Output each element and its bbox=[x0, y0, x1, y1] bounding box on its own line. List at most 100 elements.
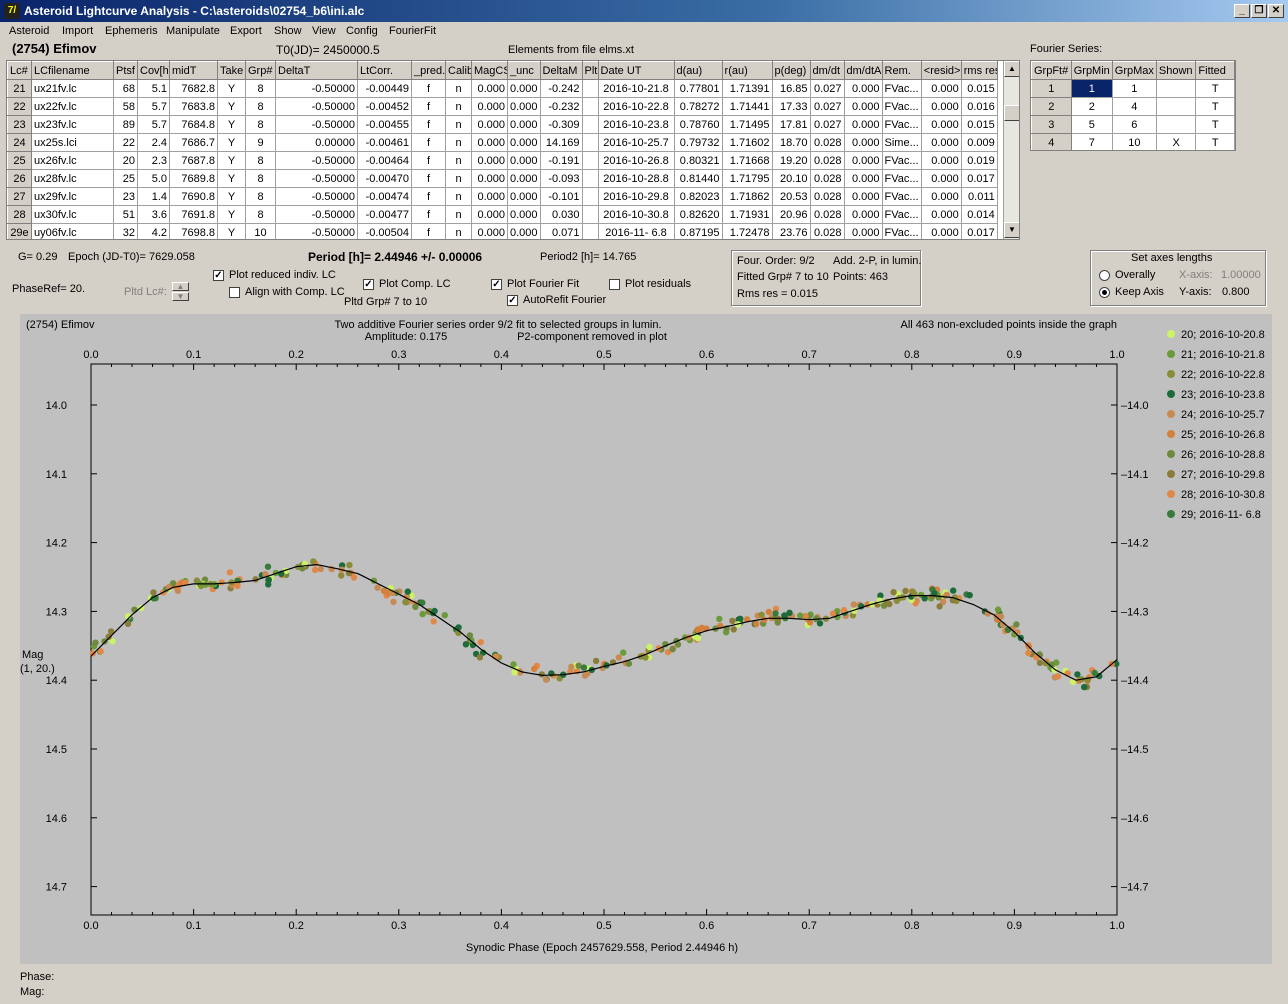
lc-col-header[interactable]: dm/dt bbox=[809, 61, 845, 80]
table-cell[interactable]: -0.00474 bbox=[357, 187, 412, 206]
table-cell[interactable]: 0.78760 bbox=[673, 115, 723, 134]
table-cell[interactable]: 0.000 bbox=[843, 151, 883, 170]
table-cell[interactable]: 4 bbox=[1111, 97, 1157, 116]
table-cell[interactable]: 0.028 bbox=[809, 187, 845, 206]
table-cell[interactable]: 0.000 bbox=[843, 223, 883, 239]
table-cell[interactable]: 0.000 bbox=[471, 133, 508, 152]
menu-export[interactable]: Export bbox=[230, 25, 262, 37]
overally-radio[interactable]: Overally bbox=[1099, 269, 1155, 281]
table-cell[interactable]: 2016-10-28.8 bbox=[597, 169, 675, 188]
table-cell[interactable]: n bbox=[445, 97, 472, 116]
menu-manipulate[interactable]: Manipulate bbox=[166, 25, 220, 37]
row-header[interactable]: 22 bbox=[7, 97, 32, 116]
table-cell[interactable]: -0.50000 bbox=[275, 205, 358, 224]
table-cell[interactable]: 0.000 bbox=[507, 169, 541, 188]
table-cell[interactable]: 20.96 bbox=[771, 205, 811, 224]
table-cell[interactable]: 0.028 bbox=[809, 223, 845, 239]
table-cell[interactable]: 0.014 bbox=[960, 205, 998, 224]
table-cell[interactable]: ux29fv.lc bbox=[31, 187, 114, 206]
table-row[interactable]: 23 ux23fv.lc 89 5.7 7684.8 Y 8 -0.50000 -0.00455… bbox=[7, 115, 998, 134]
table-cell[interactable]: 58 bbox=[113, 97, 138, 116]
table-cell[interactable]: 68 bbox=[113, 79, 138, 98]
table-cell[interactable]: T bbox=[1195, 97, 1235, 116]
fourier-col-header[interactable]: Fitted bbox=[1195, 61, 1235, 80]
table-cell[interactable]: 2016-10-21.8 bbox=[597, 79, 675, 98]
table-cell[interactable]: T bbox=[1195, 133, 1235, 150]
table-cell[interactable]: 10 bbox=[1111, 133, 1157, 150]
menu-ephemeris[interactable]: Ephemeris bbox=[105, 25, 158, 37]
table-cell[interactable]: 0.80321 bbox=[673, 151, 723, 170]
table-cell[interactable]: f bbox=[411, 223, 446, 239]
table-cell[interactable]: n bbox=[445, 115, 472, 134]
table-cell[interactable]: n bbox=[445, 205, 472, 224]
menu-show[interactable]: Show bbox=[274, 25, 302, 37]
lc-col-header[interactable]: Calib. bbox=[445, 61, 472, 80]
table-cell[interactable]: FVac... bbox=[881, 97, 922, 116]
lc-col-header[interactable]: Grp# bbox=[245, 61, 276, 80]
table-row[interactable]: 29e uy06fv.lc 32 4.2 7698.8 Y 10 -0.50000 -0.005… bbox=[7, 223, 998, 239]
table-cell[interactable]: 2016-10-23.8 bbox=[597, 115, 675, 134]
lc-col-header[interactable]: DeltaM bbox=[539, 61, 583, 80]
table-cell[interactable]: 2.4 bbox=[137, 133, 170, 152]
table-cell[interactable]: 0.000 bbox=[843, 205, 883, 224]
row-header[interactable]: 4 bbox=[1031, 133, 1072, 150]
table-cell[interactable]: -0.093 bbox=[539, 169, 583, 188]
plot-fourier-checkbox[interactable]: ✓ Plot Fourier Fit bbox=[491, 278, 580, 290]
table-cell[interactable]: ux28fv.lc bbox=[31, 169, 114, 188]
table-cell[interactable]: f bbox=[411, 151, 446, 170]
table-cell[interactable]: 0.000 bbox=[507, 133, 541, 152]
lc-col-header[interactable]: DeltaT bbox=[275, 61, 358, 80]
lightcurve-chart-panel[interactable]: (2754) Efimov Two additive Fourier serie… bbox=[20, 314, 1272, 964]
table-cell[interactable]: 0.027 bbox=[809, 97, 845, 116]
table-cell[interactable]: 0.82023 bbox=[673, 187, 723, 206]
table-cell[interactable]: 0.027 bbox=[809, 115, 845, 134]
table-cell[interactable]: 8 bbox=[245, 79, 276, 98]
table-cell[interactable]: -0.00504 bbox=[357, 223, 412, 239]
table-cell[interactable]: 0.000 bbox=[920, 205, 962, 224]
table-cell[interactable]: f bbox=[411, 169, 446, 188]
table-cell[interactable]: 14.169 bbox=[539, 133, 583, 152]
table-cell[interactable]: f bbox=[411, 115, 446, 134]
table-cell[interactable]: 7690.8 bbox=[169, 187, 218, 206]
table-cell[interactable]: 0.016 bbox=[960, 97, 998, 116]
table-cell[interactable]: 0.028 bbox=[809, 151, 845, 170]
table-cell[interactable]: uy06fv.lc bbox=[31, 223, 114, 239]
lc-col-header[interactable]: Take bbox=[217, 61, 246, 80]
fourier-col-header[interactable]: GrpFt# bbox=[1031, 61, 1072, 80]
table-cell[interactable]: 20 bbox=[113, 151, 138, 170]
table-cell[interactable]: 7698.8 bbox=[169, 223, 218, 239]
table-cell[interactable]: 0.017 bbox=[960, 223, 998, 239]
table-cell[interactable]: 0.000 bbox=[843, 187, 883, 206]
table-cell[interactable]: 5.7 bbox=[137, 115, 170, 134]
table-cell[interactable]: 0.028 bbox=[809, 205, 845, 224]
table-cell[interactable]: -0.00470 bbox=[357, 169, 412, 188]
table-cell[interactable]: 0.000 bbox=[920, 133, 962, 152]
fourier-col-header[interactable]: GrpMax bbox=[1111, 61, 1157, 80]
table-cell[interactable]: FVac... bbox=[881, 205, 922, 224]
table-cell[interactable]: 17.81 bbox=[771, 115, 811, 134]
scroll-down-icon[interactable]: ▼ bbox=[1004, 222, 1019, 238]
row-header[interactable]: 28 bbox=[7, 205, 32, 224]
table-cell[interactable]: n bbox=[445, 169, 472, 188]
menu-config[interactable]: Config bbox=[346, 25, 378, 37]
table-cell[interactable]: 7691.8 bbox=[169, 205, 218, 224]
table-cell[interactable]: 0.015 bbox=[960, 115, 998, 134]
minimize-button[interactable]: _ bbox=[1234, 4, 1250, 18]
table-cell[interactable]: 0.87195 bbox=[673, 223, 723, 239]
table-cell[interactable] bbox=[581, 187, 599, 206]
table-cell[interactable]: -0.50000 bbox=[275, 169, 358, 188]
table-cell[interactable]: -0.50000 bbox=[275, 151, 358, 170]
table-cell[interactable]: 0.000 bbox=[471, 223, 508, 239]
table-cell[interactable]: ux25s.lci bbox=[31, 133, 114, 152]
table-cell[interactable]: 0.011 bbox=[960, 187, 998, 206]
table-cell[interactable] bbox=[581, 205, 599, 224]
table-cell[interactable]: 0.79732 bbox=[673, 133, 723, 152]
table-cell[interactable] bbox=[1155, 79, 1197, 98]
table-cell[interactable] bbox=[581, 133, 599, 152]
row-header[interactable]: 26 bbox=[7, 169, 32, 188]
table-cell[interactable]: 8 bbox=[245, 187, 276, 206]
lc-col-header[interactable]: LtCorr. bbox=[357, 61, 412, 80]
table-cell[interactable]: 0.00000 bbox=[275, 133, 358, 152]
plot-reduced-checkbox[interactable]: ✓ Plot reduced indiv. LC bbox=[213, 269, 336, 281]
